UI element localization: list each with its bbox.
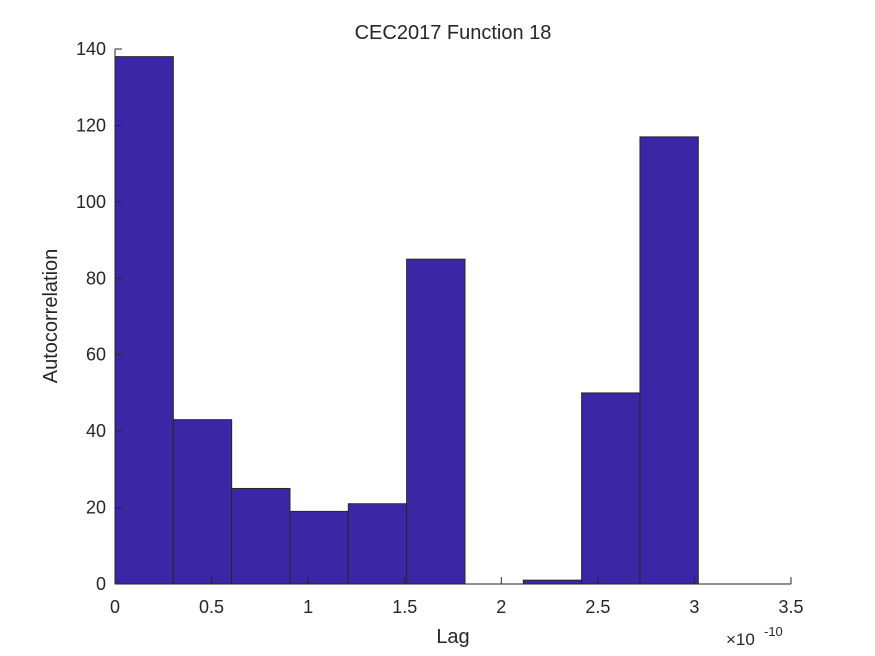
y-tick-label: 0 (96, 574, 106, 594)
x-tick-label: 2 (496, 597, 506, 617)
chart-title: CEC2017 Function 18 (355, 22, 552, 44)
x-tick-label: 3.5 (778, 597, 803, 617)
x-axis-label: Lag (436, 626, 469, 648)
histogram-bar (522, 579, 583, 585)
bars-group (114, 56, 699, 585)
x-exponent-power: -10 (764, 624, 783, 639)
y-tick-label: 140 (76, 39, 106, 59)
y-tick-label: 120 (76, 115, 106, 135)
y-tick-label: 40 (86, 421, 106, 441)
histogram-bar (639, 136, 699, 585)
x-tick-label: 0 (110, 597, 120, 617)
y-tick-label: 20 (86, 498, 106, 518)
histogram-bar (231, 487, 291, 585)
x-tick-label: 0.5 (199, 597, 224, 617)
histogram-bar (347, 503, 408, 585)
histogram-bar (406, 258, 466, 585)
histogram-bar (172, 419, 233, 585)
x-exponent-label: ×10 -10 (726, 624, 783, 649)
y-tick-label: 100 (76, 192, 106, 212)
histogram-bar (581, 392, 641, 585)
y-tick-label: 60 (86, 345, 106, 365)
x-exponent-base: ×10 (726, 630, 755, 649)
x-tick-label: 1 (303, 597, 313, 617)
histogram-bar (114, 56, 174, 585)
x-tick-label: 1.5 (392, 597, 417, 617)
y-axis-label: Autocorrelation (40, 249, 62, 384)
x-tick-label: 2.5 (585, 597, 610, 617)
y-tick-label: 80 (86, 268, 106, 288)
axes-group: 0 0.5 1 1.5 2 2.5 3 3.5 0 20 40 60 80 100 120 140 (76, 39, 804, 617)
histogram-bar (289, 510, 349, 585)
x-tick-label: 3 (689, 597, 699, 617)
